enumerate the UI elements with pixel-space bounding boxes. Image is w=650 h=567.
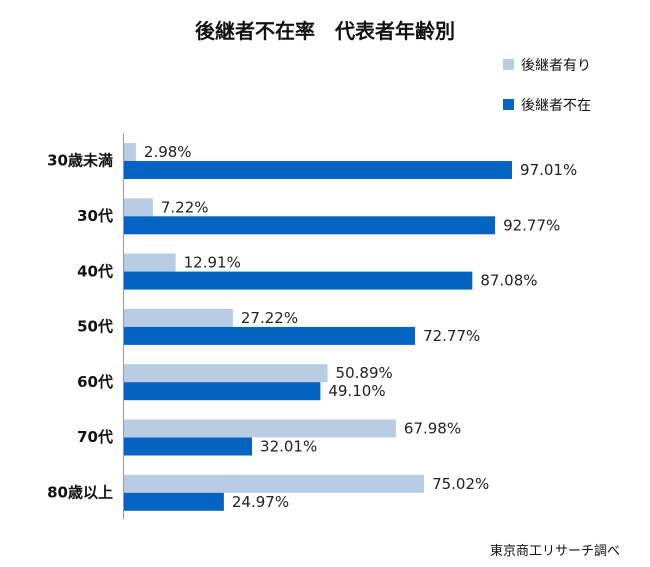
category-label: 40代 bbox=[77, 262, 113, 280]
bar-series-2 bbox=[124, 271, 473, 290]
data-label: 27.22% bbox=[241, 309, 298, 327]
bar-series-2 bbox=[124, 216, 496, 235]
bar-series-2 bbox=[124, 492, 224, 511]
legend-label-series-1: 後継者有り bbox=[521, 58, 591, 74]
legend-swatch-series-2 bbox=[503, 99, 514, 110]
legend: 後継者有り 後継者不在 bbox=[503, 58, 591, 114]
chart-title: 後継者不在率 代表者年齢別 bbox=[195, 19, 455, 43]
data-label: 49.10% bbox=[328, 382, 385, 400]
data-label: 7.22% bbox=[161, 198, 209, 216]
data-label: 50.89% bbox=[336, 364, 393, 382]
bar-series-1 bbox=[124, 474, 425, 493]
bar-series-1 bbox=[124, 253, 176, 272]
category-label: 30歳未満 bbox=[47, 152, 113, 170]
bar-series-2 bbox=[124, 437, 253, 456]
data-label: 92.77% bbox=[503, 216, 560, 234]
data-label: 2.98% bbox=[144, 143, 192, 161]
bar-series-1 bbox=[124, 364, 328, 383]
data-label: 97.01% bbox=[520, 161, 577, 179]
data-labels: 2.98% 97.01% 7.22% 92.77% 12.91% 87.08% 27.22%… bbox=[144, 143, 577, 511]
category-label: 50代 bbox=[77, 318, 113, 336]
category-label: 60代 bbox=[77, 373, 113, 391]
bar-series-2 bbox=[124, 161, 513, 179]
category-label: 30代 bbox=[77, 207, 113, 225]
bar-series-1 bbox=[124, 143, 136, 161]
bar-series-2 bbox=[124, 382, 321, 401]
bar-series-1 bbox=[124, 308, 233, 327]
data-label: 32.01% bbox=[260, 438, 317, 456]
data-label: 67.98% bbox=[404, 420, 461, 438]
category-axis-labels: 30歳未満 30代 40代 50代 60代 70代 80歳以上 bbox=[47, 152, 113, 502]
data-label: 12.91% bbox=[184, 254, 241, 272]
bar-series-2 bbox=[124, 326, 416, 345]
data-label: 75.02% bbox=[432, 475, 489, 493]
category-label: 80歳以上 bbox=[47, 483, 113, 501]
legend-swatch-series-1 bbox=[503, 59, 514, 70]
bar-series-1 bbox=[124, 198, 153, 217]
data-label: 87.08% bbox=[480, 272, 537, 290]
data-label: 24.97% bbox=[232, 493, 289, 511]
source-note: 東京商工リサーチ調べ bbox=[490, 543, 620, 559]
bars bbox=[124, 143, 513, 511]
data-label: 72.77% bbox=[423, 327, 480, 345]
bar-series-1 bbox=[124, 419, 396, 438]
category-label: 70代 bbox=[77, 428, 113, 446]
legend-label-series-2: 後継者不在 bbox=[521, 98, 591, 114]
